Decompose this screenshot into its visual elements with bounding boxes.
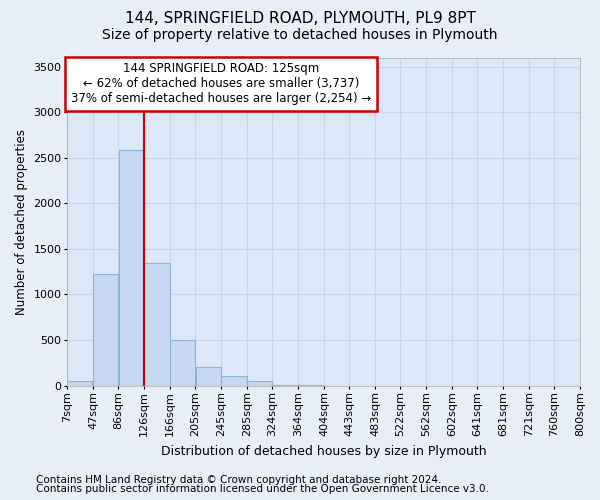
Bar — [119, 150, 144, 386]
Y-axis label: Number of detached properties: Number of detached properties — [15, 128, 28, 314]
Bar — [247, 381, 272, 386]
Bar — [196, 368, 221, 386]
Bar — [170, 340, 195, 386]
Bar — [67, 381, 92, 386]
Bar — [221, 376, 247, 386]
Text: 144, SPRINGFIELD ROAD, PLYMOUTH, PL9 8PT: 144, SPRINGFIELD ROAD, PLYMOUTH, PL9 8PT — [125, 11, 475, 26]
Bar — [94, 274, 118, 386]
Text: Contains public sector information licensed under the Open Government Licence v3: Contains public sector information licen… — [36, 484, 489, 494]
Text: Size of property relative to detached houses in Plymouth: Size of property relative to detached ho… — [102, 28, 498, 42]
Bar — [145, 262, 170, 386]
X-axis label: Distribution of detached houses by size in Plymouth: Distribution of detached houses by size … — [161, 444, 487, 458]
Text: 144 SPRINGFIELD ROAD: 125sqm
← 62% of detached houses are smaller (3,737)
37% of: 144 SPRINGFIELD ROAD: 125sqm ← 62% of de… — [71, 62, 371, 106]
Text: Contains HM Land Registry data © Crown copyright and database right 2024.: Contains HM Land Registry data © Crown c… — [36, 475, 442, 485]
